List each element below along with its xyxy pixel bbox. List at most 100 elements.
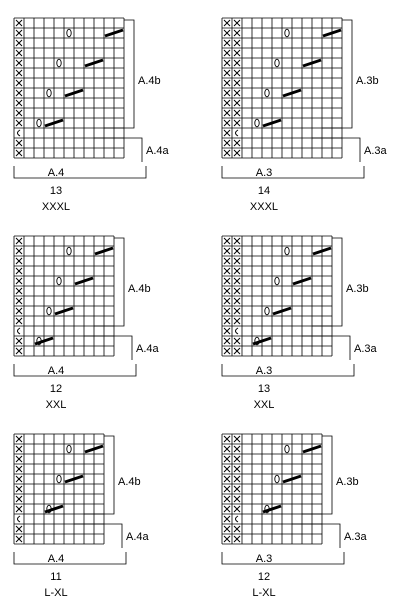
x-symbol	[223, 297, 231, 305]
x-symbol	[233, 89, 241, 97]
x-symbol	[233, 485, 241, 493]
x-symbol	[233, 535, 241, 543]
x-symbol	[223, 29, 231, 37]
c-symbol	[17, 129, 21, 137]
c-symbol	[17, 515, 21, 523]
x-symbol	[223, 327, 231, 335]
x-symbol	[233, 337, 241, 345]
decrease-stroke	[302, 58, 322, 68]
x-symbol	[15, 455, 23, 463]
x-symbol	[15, 149, 23, 157]
decrease-stroke	[262, 504, 282, 514]
x-symbol	[223, 49, 231, 57]
x-symbol	[223, 89, 231, 97]
bracket-bottom	[13, 364, 137, 377]
x-symbol	[15, 39, 23, 47]
x-symbol	[223, 277, 231, 285]
size-label: XXXL	[42, 201, 70, 213]
decrease-stroke	[84, 58, 104, 68]
decrease-stroke	[44, 504, 64, 514]
c-symbol	[235, 327, 239, 335]
yarn-over-symbol	[46, 306, 52, 316]
size-label: L-XL	[252, 587, 275, 599]
x-symbol	[15, 287, 23, 295]
x-symbol	[15, 89, 23, 97]
x-symbol	[233, 347, 241, 355]
x-symbol	[15, 307, 23, 315]
x-symbol	[233, 59, 241, 67]
yarn-over-symbol	[66, 444, 72, 454]
bracket-b	[94, 237, 125, 327]
label-b: A.4b	[128, 283, 151, 295]
x-symbol	[233, 49, 241, 57]
x-symbol	[223, 475, 231, 483]
bracket-a	[84, 335, 133, 360]
x-symbol	[223, 149, 231, 157]
label-a: A.3a	[354, 343, 378, 355]
x-symbol	[223, 129, 231, 137]
x-symbol	[15, 109, 23, 117]
x-symbol	[15, 49, 23, 57]
x-symbol	[223, 515, 231, 523]
label-bottom: A.3	[256, 553, 273, 565]
x-symbol	[233, 29, 241, 37]
label-a: A.3a	[364, 145, 388, 157]
x-symbol	[223, 109, 231, 117]
x-symbol	[223, 455, 231, 463]
x-symbol	[233, 257, 241, 265]
x-symbol	[223, 39, 231, 47]
x-symbol	[233, 435, 241, 443]
x-symbol	[223, 237, 231, 245]
x-symbol	[233, 505, 241, 513]
decrease-stroke	[44, 118, 64, 128]
x-symbol	[223, 347, 231, 355]
label-a: A.4a	[146, 145, 170, 157]
c-symbol	[17, 327, 21, 335]
c-symbol	[235, 129, 239, 137]
x-symbol	[15, 59, 23, 67]
x-symbol	[233, 445, 241, 453]
x-symbol	[15, 485, 23, 493]
label-b: A.3b	[346, 283, 369, 295]
x-symbol	[223, 307, 231, 315]
bracket-a	[94, 137, 143, 162]
x-symbol	[223, 505, 231, 513]
label-b: A.3b	[336, 476, 359, 488]
x-symbol	[233, 99, 241, 107]
bracket-b	[104, 19, 135, 129]
decrease-stroke	[282, 474, 302, 484]
yarn-over-symbol	[56, 474, 62, 484]
size-label: XXL	[46, 399, 67, 411]
decrease-stroke	[312, 246, 332, 256]
bracket-bottom	[221, 552, 345, 565]
stitch-number: 13	[50, 185, 62, 197]
yarn-over-symbol	[274, 276, 280, 286]
yarn-over-symbol	[284, 444, 290, 454]
decrease-stroke	[292, 276, 312, 286]
decrease-stroke	[64, 474, 84, 484]
size-label: L-XL	[44, 587, 67, 599]
x-symbol	[15, 297, 23, 305]
x-symbol	[15, 317, 23, 325]
x-symbol	[233, 19, 241, 27]
bracket-b	[302, 435, 333, 515]
x-symbol	[223, 435, 231, 443]
x-symbol	[223, 59, 231, 67]
label-bottom: A.4	[48, 553, 65, 565]
label-bottom: A.3	[256, 365, 273, 377]
x-symbol	[233, 307, 241, 315]
x-symbol	[233, 149, 241, 157]
x-symbol	[15, 119, 23, 127]
decrease-stroke	[262, 118, 282, 128]
x-symbol	[15, 435, 23, 443]
decrease-stroke	[282, 88, 302, 98]
x-symbol	[223, 79, 231, 87]
x-symbol	[233, 495, 241, 503]
x-symbol	[223, 267, 231, 275]
x-symbol	[233, 525, 241, 533]
yarn-over-symbol	[274, 58, 280, 68]
x-symbol	[233, 69, 241, 77]
x-symbol	[223, 287, 231, 295]
label-b: A.4b	[138, 75, 161, 87]
decrease-stroke	[94, 246, 114, 256]
